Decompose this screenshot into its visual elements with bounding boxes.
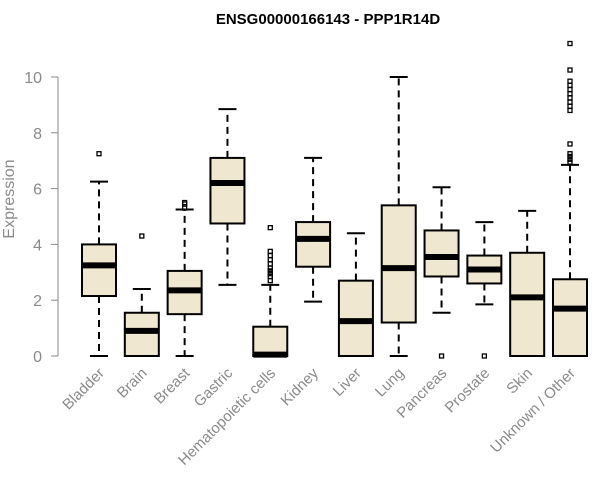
outlier-point [438, 353, 445, 359]
x-tick-label: Lung [372, 365, 408, 401]
y-tick-label: 10 [24, 70, 42, 87]
outlier-point [567, 156, 573, 162]
outlier-point [567, 103, 573, 109]
outlier-point [139, 233, 145, 239]
box-bladder [81, 151, 117, 357]
y-tick-label: 8 [33, 126, 42, 143]
box-unknown-other [552, 40, 588, 357]
outlier-point [567, 159, 573, 165]
outlier-point [567, 67, 573, 73]
y-tick-label: 0 [33, 349, 42, 366]
box-brain [123, 233, 160, 358]
iqr-box [380, 204, 417, 324]
box-gastric [209, 108, 246, 286]
x-tick-label: Liver [330, 365, 365, 400]
x-tick-label: Brain [114, 365, 151, 402]
iqr-box [252, 325, 289, 357]
outlier-point [267, 265, 273, 271]
box-kidney [295, 156, 332, 303]
box-skin [509, 209, 546, 358]
iqr-box [295, 221, 332, 268]
chart-title: ENSG00000166143 - PPP1R14D [216, 11, 440, 28]
outlier-point [481, 353, 488, 359]
outlier-point [181, 205, 188, 211]
x-tick-label: Skin [503, 365, 536, 398]
box-hematopoietic-cells [252, 225, 289, 358]
outlier-point [267, 278, 273, 284]
outlier-point [567, 151, 573, 157]
outlier-point [267, 273, 273, 280]
outlier-point [567, 99, 573, 105]
x-tick-label: Kidney [277, 364, 322, 409]
iqr-box [509, 251, 546, 358]
outlier-point [267, 248, 273, 255]
outlier-point [567, 86, 573, 93]
box-liver [337, 232, 374, 358]
outlier-point [267, 252, 273, 259]
outlier-point [267, 225, 273, 231]
boxes-group [81, 40, 588, 359]
box-pancreas [423, 186, 460, 359]
outlier-point [96, 151, 102, 157]
x-tick-label: Prostate [442, 365, 494, 417]
iqr-box [552, 278, 588, 357]
iqr-box [123, 311, 160, 358]
outlier-point [567, 40, 573, 47]
outlier-point [567, 82, 573, 89]
box-lung [380, 76, 417, 357]
box-breast [166, 199, 203, 357]
iqr-box [81, 243, 117, 298]
iqr-box [209, 156, 246, 225]
outlier-point [267, 257, 273, 263]
y-axis: 0 2 4 6 8 10 [24, 70, 59, 366]
y-tick-label: 2 [33, 293, 42, 310]
outlier-point [181, 199, 188, 206]
outlier-point [267, 268, 273, 274]
outlier-point [567, 141, 573, 147]
outlier-point [267, 271, 273, 277]
outlier-point [567, 153, 573, 160]
outlier-point [567, 95, 573, 101]
y-axis-label: Expression [1, 159, 18, 238]
outlier-point [567, 91, 573, 97]
x-tick-label: Bladder [59, 365, 108, 414]
outlier-point [567, 78, 573, 84]
outlier-point [567, 107, 573, 114]
box-prostate [466, 221, 503, 359]
outlier-point [267, 261, 273, 267]
iqr-box [423, 229, 460, 278]
x-tick-label: Breast [151, 364, 194, 407]
y-tick-label: 6 [33, 182, 42, 199]
y-tick-label: 4 [33, 237, 42, 254]
